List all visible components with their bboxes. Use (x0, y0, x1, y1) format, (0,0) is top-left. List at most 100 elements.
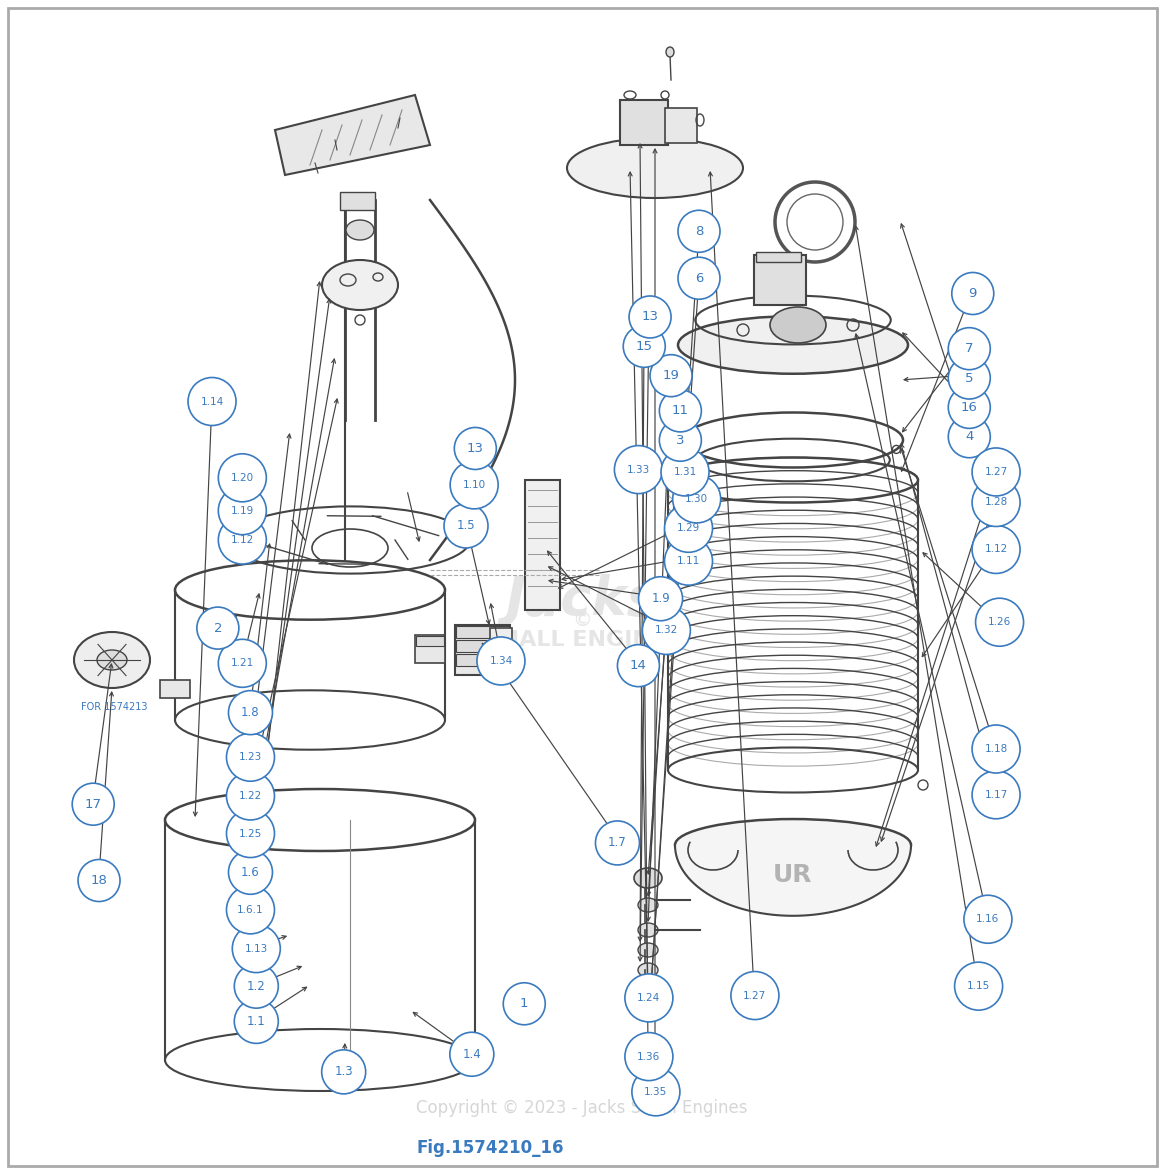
Circle shape (659, 419, 701, 461)
Circle shape (226, 734, 275, 781)
Circle shape (664, 538, 713, 585)
Text: 1.27: 1.27 (984, 467, 1008, 477)
Text: 7: 7 (965, 342, 974, 356)
Circle shape (963, 896, 1012, 943)
Text: 1.17: 1.17 (984, 790, 1008, 799)
Polygon shape (275, 95, 430, 175)
Bar (416, 636, 444, 646)
Circle shape (78, 859, 120, 902)
Text: 1.34: 1.34 (489, 656, 513, 666)
Circle shape (624, 1033, 673, 1080)
Circle shape (730, 972, 779, 1019)
Circle shape (624, 974, 673, 1021)
Bar (160, 680, 190, 699)
Circle shape (638, 576, 683, 621)
Bar (754, 255, 806, 305)
Ellipse shape (567, 139, 743, 198)
Text: 1.3: 1.3 (334, 1065, 353, 1079)
Circle shape (642, 607, 691, 654)
Text: 1.15: 1.15 (967, 981, 990, 991)
Bar (456, 625, 510, 675)
Bar (340, 193, 375, 210)
Text: 18: 18 (91, 873, 107, 888)
Text: 1.9: 1.9 (651, 592, 670, 606)
Text: 1.6.1: 1.6.1 (238, 905, 263, 915)
Circle shape (629, 296, 671, 338)
Circle shape (659, 390, 701, 432)
Bar (756, 252, 802, 262)
Circle shape (218, 487, 267, 534)
Text: 13: 13 (642, 310, 658, 324)
Circle shape (476, 637, 525, 684)
Text: ©: © (572, 610, 592, 629)
Bar (490, 628, 511, 648)
Circle shape (948, 357, 990, 399)
Text: 1.28: 1.28 (984, 498, 1008, 507)
Circle shape (232, 925, 281, 972)
Text: 1.12: 1.12 (231, 535, 254, 545)
Text: 1.1: 1.1 (247, 1014, 266, 1028)
Circle shape (664, 505, 713, 552)
Circle shape (197, 607, 239, 649)
Circle shape (678, 210, 720, 252)
Text: 1.22: 1.22 (239, 791, 262, 801)
Bar (525, 480, 560, 610)
Circle shape (218, 454, 267, 501)
Text: 1.33: 1.33 (627, 465, 650, 474)
Circle shape (975, 599, 1024, 646)
Text: 1.36: 1.36 (637, 1052, 661, 1061)
Text: FOR 1574213: FOR 1574213 (80, 702, 147, 711)
Text: 19: 19 (663, 369, 679, 383)
Circle shape (226, 810, 275, 857)
Circle shape (672, 475, 721, 522)
Ellipse shape (638, 963, 658, 977)
Bar (665, 108, 697, 143)
Text: 1.31: 1.31 (673, 467, 697, 477)
Circle shape (972, 448, 1021, 495)
Ellipse shape (638, 943, 658, 957)
Text: 1.21: 1.21 (231, 659, 254, 668)
Text: 1.26: 1.26 (988, 618, 1011, 627)
Text: 1.35: 1.35 (644, 1087, 668, 1097)
Circle shape (454, 427, 496, 470)
Bar (456, 626, 509, 637)
Ellipse shape (638, 923, 658, 937)
Circle shape (226, 886, 275, 933)
Text: 11: 11 (672, 404, 689, 418)
Circle shape (678, 257, 720, 299)
Text: 5: 5 (965, 371, 974, 385)
Bar (456, 640, 509, 652)
Text: 1.7: 1.7 (608, 836, 627, 850)
Text: 1.12: 1.12 (984, 545, 1008, 554)
Text: Fig.1574210_16: Fig.1574210_16 (416, 1139, 564, 1158)
Circle shape (322, 1050, 366, 1094)
Text: 1.20: 1.20 (231, 473, 254, 483)
Circle shape (650, 355, 692, 397)
Circle shape (661, 448, 709, 495)
Text: 1.25: 1.25 (239, 829, 262, 838)
Circle shape (72, 783, 114, 825)
Text: 1.30: 1.30 (685, 494, 708, 504)
Text: SMALL ENGINES: SMALL ENGINES (481, 630, 683, 650)
Text: 1.10: 1.10 (463, 480, 486, 490)
Text: 9: 9 (968, 286, 977, 301)
Text: 1.2: 1.2 (247, 979, 266, 993)
Text: 13: 13 (467, 441, 483, 456)
Circle shape (228, 690, 273, 735)
Circle shape (948, 386, 990, 429)
Bar (620, 100, 668, 146)
Ellipse shape (666, 47, 675, 58)
Text: 1.32: 1.32 (655, 626, 678, 635)
Ellipse shape (97, 650, 127, 670)
Text: UR: UR (774, 863, 813, 888)
Text: 1.23: 1.23 (239, 753, 262, 762)
Ellipse shape (346, 220, 374, 239)
Text: 6: 6 (694, 271, 704, 285)
Circle shape (218, 640, 267, 687)
Circle shape (503, 983, 545, 1025)
Ellipse shape (678, 316, 908, 373)
Text: 3: 3 (676, 433, 685, 447)
Text: Jacks: Jacks (506, 574, 658, 626)
Text: Copyright © 2023 - Jacks Small Engines: Copyright © 2023 - Jacks Small Engines (416, 1099, 748, 1116)
Text: 1.27: 1.27 (743, 991, 767, 1000)
